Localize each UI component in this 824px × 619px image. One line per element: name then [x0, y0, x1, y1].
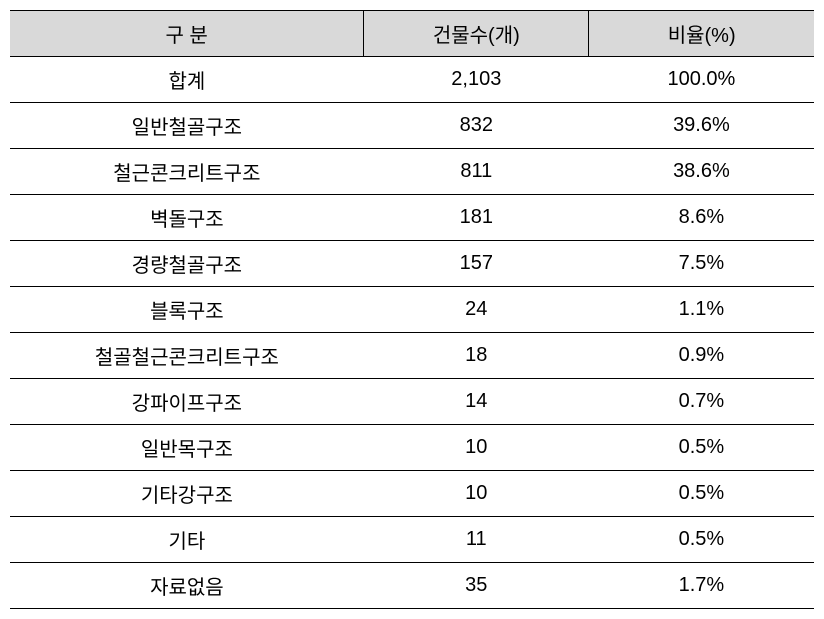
cell-ratio: 1.7% [589, 563, 814, 609]
cell-category: 일반철골구조 [10, 103, 364, 149]
header-ratio: 비율(%) [589, 11, 814, 57]
table-row: 강파이프구조 14 0.7% [10, 379, 814, 425]
cell-count: 832 [364, 103, 589, 149]
table-row: 일반목구조 10 0.5% [10, 425, 814, 471]
table-row: 합계 2,103 100.0% [10, 57, 814, 103]
table-row: 경량철골구조 157 7.5% [10, 241, 814, 287]
cell-ratio: 100.0% [589, 57, 814, 103]
table-row: 철근콘크리트구조 811 38.6% [10, 149, 814, 195]
cell-ratio: 0.9% [589, 333, 814, 379]
cell-category: 합계 [10, 57, 364, 103]
cell-category: 기타강구조 [10, 471, 364, 517]
cell-category: 블록구조 [10, 287, 364, 333]
cell-ratio: 0.7% [589, 379, 814, 425]
table-row: 기타강구조 10 0.5% [10, 471, 814, 517]
cell-category: 자료없음 [10, 563, 364, 609]
table-row: 일반철골구조 832 39.6% [10, 103, 814, 149]
table-header-row: 구 분 건물수(개) 비율(%) [10, 11, 814, 57]
cell-count: 14 [364, 379, 589, 425]
header-count: 건물수(개) [364, 11, 589, 57]
cell-ratio: 0.5% [589, 425, 814, 471]
cell-count: 10 [364, 425, 589, 471]
table-row: 블록구조 24 1.1% [10, 287, 814, 333]
table-body: 합계 2,103 100.0% 일반철골구조 832 39.6% 철근콘크리트구… [10, 57, 814, 609]
cell-count: 35 [364, 563, 589, 609]
cell-ratio: 1.1% [589, 287, 814, 333]
cell-ratio: 0.5% [589, 471, 814, 517]
header-category: 구 분 [10, 11, 364, 57]
cell-category: 벽돌구조 [10, 195, 364, 241]
cell-count: 2,103 [364, 57, 589, 103]
cell-ratio: 8.6% [589, 195, 814, 241]
cell-count: 157 [364, 241, 589, 287]
table-row: 벽돌구조 181 8.6% [10, 195, 814, 241]
cell-category: 철근콘크리트구조 [10, 149, 364, 195]
table-row: 철골철근콘크리트구조 18 0.9% [10, 333, 814, 379]
cell-category: 철골철근콘크리트구조 [10, 333, 364, 379]
building-structure-table: 구 분 건물수(개) 비율(%) 합계 2,103 100.0% 일반철골구조 … [10, 10, 814, 609]
cell-ratio: 38.6% [589, 149, 814, 195]
cell-count: 11 [364, 517, 589, 563]
cell-category: 경량철골구조 [10, 241, 364, 287]
table-row: 자료없음 35 1.7% [10, 563, 814, 609]
cell-ratio: 7.5% [589, 241, 814, 287]
cell-category: 강파이프구조 [10, 379, 364, 425]
table-row: 기타 11 0.5% [10, 517, 814, 563]
cell-count: 18 [364, 333, 589, 379]
cell-category: 기타 [10, 517, 364, 563]
cell-ratio: 0.5% [589, 517, 814, 563]
cell-ratio: 39.6% [589, 103, 814, 149]
cell-count: 24 [364, 287, 589, 333]
cell-count: 181 [364, 195, 589, 241]
cell-category: 일반목구조 [10, 425, 364, 471]
cell-count: 10 [364, 471, 589, 517]
cell-count: 811 [364, 149, 589, 195]
